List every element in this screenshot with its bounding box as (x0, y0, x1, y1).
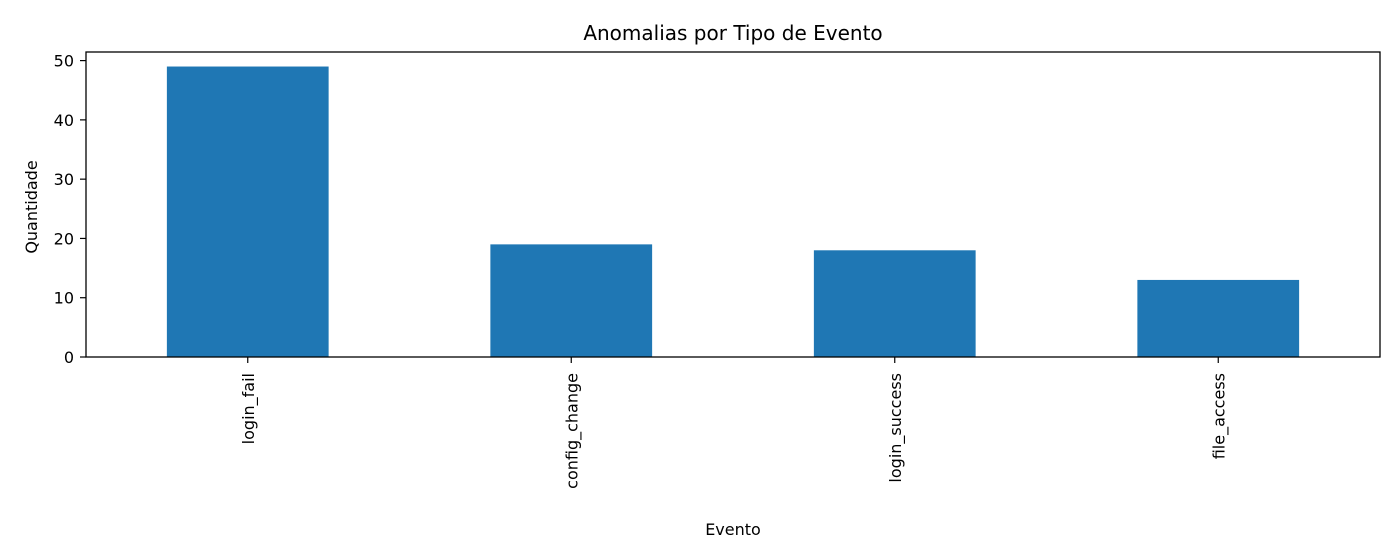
x-axis-ticks: login_fail config_change login_success file… (239, 357, 1229, 489)
bar-login-success (813, 250, 976, 357)
bar-login-fail (166, 66, 329, 358)
y-tick-label: 20 (54, 229, 74, 248)
x-tick-label: login_fail (239, 373, 259, 444)
y-tick-label: 10 (54, 289, 74, 308)
y-tick-label: 30 (54, 170, 74, 189)
y-tick-label: 40 (54, 111, 74, 130)
bar-file-access (1137, 279, 1300, 357)
x-tick-label: file_access (1209, 373, 1229, 459)
y-axis-ticks: 0 10 20 30 40 50 (54, 52, 86, 367)
x-tick-label: config_change (562, 373, 582, 489)
x-tick-label: login_success (886, 373, 906, 483)
bars-group (166, 66, 1300, 358)
y-axis-label: Quantidade (22, 160, 41, 253)
y-tick-label: 50 (54, 52, 74, 71)
plot-frame (85, 51, 1381, 358)
y-tick-label: 0 (64, 348, 74, 367)
chart-title: Anomalias por Tipo de Evento (583, 21, 882, 45)
bar-config-change (490, 244, 653, 357)
x-axis-label: Evento (705, 520, 761, 539)
